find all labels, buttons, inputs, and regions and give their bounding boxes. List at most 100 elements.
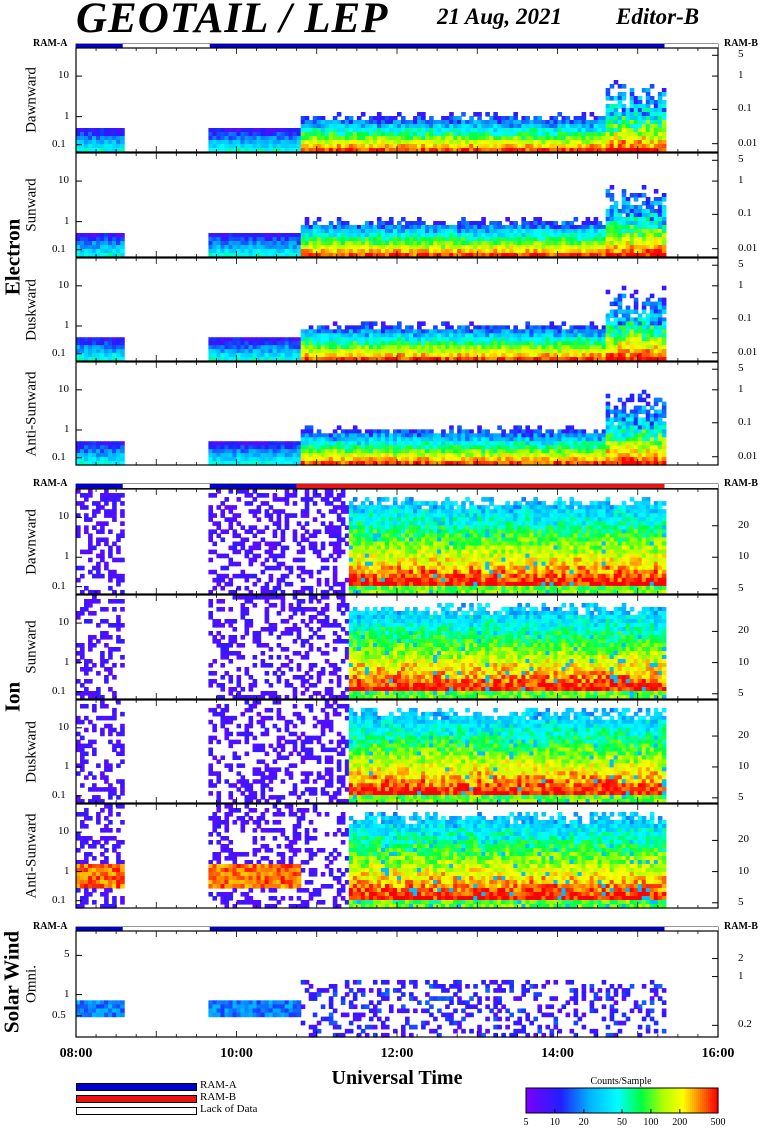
status-label-right: RAM-B — [724, 478, 758, 489]
right-tick-label: 0.2 — [738, 1018, 752, 1031]
colorbar — [525, 1087, 719, 1114]
status-segment — [664, 484, 718, 488]
right-tick-label: 5 — [738, 790, 744, 803]
panel-label: Dawnward — [23, 508, 40, 575]
group-electron — [75, 43, 719, 466]
left-tick-label: 0.1 — [52, 346, 66, 359]
x-tick-label: 10:00 — [220, 1046, 253, 1061]
left-tick-label: 10 — [58, 616, 69, 629]
right-tick-label: 1 — [738, 174, 744, 187]
right-tick-label: 0.01 — [738, 241, 758, 254]
status-segment — [296, 484, 665, 488]
right-tick-label: 5 — [738, 153, 744, 166]
left-tick-label: 0.1 — [52, 684, 66, 697]
panel-label: Sunward — [23, 178, 40, 232]
legend-ram-a-label: RAM-A — [200, 1079, 237, 1091]
group-label: Solar Wind — [0, 930, 24, 1034]
colorbar-title: Counts/Sample — [590, 1076, 652, 1087]
left-tick-label: 0.1 — [52, 579, 66, 592]
colorbar-tick-label: 100 — [643, 1117, 659, 1128]
status-segment — [76, 44, 123, 48]
left-tick-label: 0.1 — [52, 137, 66, 150]
right-tick-label: 5 — [738, 581, 744, 594]
right-tick-label: 1 — [738, 969, 744, 982]
status-label-right: RAM-B — [724, 38, 758, 49]
right-tick-label: 0.1 — [738, 207, 752, 220]
panel-label: Dawnward — [23, 67, 40, 133]
left-tick-label: 1 — [64, 759, 70, 772]
status-label-left: RAM-A — [33, 478, 68, 489]
right-tick-label: 5 — [738, 48, 744, 61]
right-tick-label: 20 — [738, 729, 749, 742]
status-label-right: RAM-B — [724, 921, 758, 932]
right-tick-label: 10 — [738, 550, 749, 563]
right-tick-label: 0.01 — [738, 449, 758, 462]
panel-label: Anti-Sunward — [23, 371, 40, 456]
right-tick-label: 5 — [738, 258, 744, 271]
panel-sunward — [75, 594, 719, 700]
left-tick-label: 10 — [58, 382, 69, 395]
group-label: Ion — [0, 681, 25, 713]
left-tick-label: 10 — [58, 174, 69, 187]
group-label: Electron — [0, 218, 25, 296]
right-tick-label: 0.1 — [738, 311, 752, 324]
panel-label: Omni. — [23, 965, 40, 1003]
colorbar-tick-label: 500 — [710, 1117, 726, 1128]
left-tick-label: 1 — [64, 109, 70, 122]
right-tick-label: 0.1 — [738, 415, 752, 428]
left-tick-label: 10 — [58, 720, 69, 733]
right-tick-label: 0.01 — [738, 136, 758, 149]
status-segment — [664, 927, 718, 931]
left-tick-label: 0.1 — [52, 893, 66, 906]
left-tick-label: 1 — [64, 422, 70, 435]
right-tick-label: 5 — [738, 362, 744, 375]
x-tick-label: 14:00 — [541, 1046, 574, 1061]
x-tick-label: 08:00 — [59, 1046, 93, 1061]
right-tick-label: 0.1 — [738, 102, 752, 115]
left-tick-label: 0.1 — [52, 450, 66, 463]
left-tick-label: 1 — [64, 214, 70, 227]
legend-ram-b-swatch — [76, 1095, 197, 1103]
legend-lack-of-data-label: Lack of Data — [200, 1103, 258, 1115]
panel-label: Anti-Sunward — [23, 813, 40, 899]
plot-date: 21 Aug, 2021 — [437, 4, 563, 29]
colorbar-tick-label: 50 — [617, 1117, 627, 1128]
left-tick-label: 0.5 — [52, 1008, 66, 1021]
legend-lack-of-data-swatch — [76, 1107, 197, 1115]
right-tick-label: 10 — [738, 655, 749, 668]
colorbar-tick-label: 10 — [549, 1117, 560, 1128]
colorbar-tick-label: 5 — [523, 1117, 529, 1128]
left-tick-label: 1 — [64, 318, 70, 331]
panel-label: Duskward — [23, 720, 40, 783]
group-solar-wind — [75, 926, 719, 1038]
left-tick-label: 10 — [58, 69, 69, 82]
left-tick-label: 1 — [64, 550, 70, 563]
right-tick-label: 5 — [738, 686, 744, 699]
status-segment — [209, 484, 297, 488]
status-segment — [76, 927, 123, 931]
x-tick-label: 12:00 — [380, 1046, 414, 1061]
right-tick-label: 10 — [738, 864, 749, 877]
panel-anti-sunward — [75, 361, 719, 466]
left-tick-label: 1 — [64, 655, 70, 668]
right-tick-label: 1 — [738, 278, 744, 291]
colorbar-tick-label: 20 — [578, 1117, 589, 1128]
left-tick-label: 1 — [64, 864, 70, 877]
right-tick-label: 20 — [738, 518, 749, 531]
status-segment — [664, 44, 718, 48]
panel-label: Duskward — [23, 278, 40, 341]
x-tick-label: 16:00 — [701, 1046, 735, 1061]
status-label-left: RAM-A — [33, 921, 68, 932]
right-tick-label: 1 — [738, 382, 744, 395]
right-tick-label: 20 — [738, 624, 749, 637]
colorbar-tick-label: 200 — [672, 1117, 688, 1128]
x-axis-label: Universal Time — [331, 1067, 463, 1089]
panel-dawnward — [75, 488, 719, 595]
status-segment — [122, 44, 210, 48]
plot-editor: Editor-B — [616, 4, 700, 29]
left-tick-label: 1 — [64, 987, 70, 1000]
panel-omni- — [75, 930, 719, 1038]
plot-title: GEOTAIL / LEP — [76, 0, 389, 42]
status-segment — [209, 44, 665, 48]
